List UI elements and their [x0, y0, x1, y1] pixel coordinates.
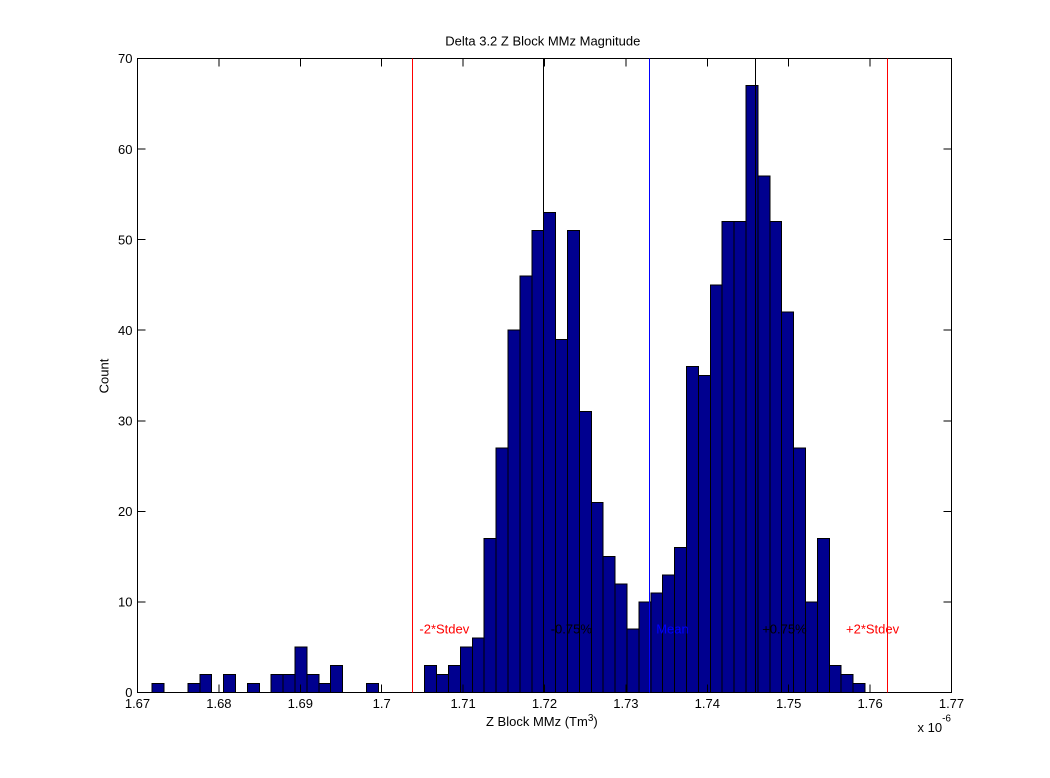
svg-text:40: 40: [118, 323, 132, 338]
svg-text:60: 60: [118, 142, 132, 157]
svg-text:-0.75%: -0.75%: [551, 621, 593, 636]
svg-text:1.71: 1.71: [450, 696, 475, 711]
svg-text:Z Block MMz (Tm3): Z Block MMz (Tm3): [486, 713, 598, 729]
svg-text:Count: Count: [97, 358, 112, 393]
svg-text:10: 10: [118, 595, 132, 610]
svg-text:1.7: 1.7: [373, 696, 391, 711]
svg-text:1.73: 1.73: [613, 696, 638, 711]
svg-text:1.67: 1.67: [125, 696, 150, 711]
svg-text:+2*Stdev: +2*Stdev: [846, 621, 900, 636]
svg-text:70: 70: [118, 51, 132, 66]
svg-text:Delta 3.2 Z Block MMz Magnitud: Delta 3.2 Z Block MMz Magnitude: [445, 33, 640, 48]
svg-text:1.75: 1.75: [776, 696, 801, 711]
svg-text:1.74: 1.74: [695, 696, 720, 711]
svg-text:1.68: 1.68: [206, 696, 231, 711]
svg-text:1.69: 1.69: [288, 696, 313, 711]
svg-text:Mean: Mean: [656, 621, 689, 636]
svg-text:50: 50: [118, 232, 132, 247]
svg-text:1.72: 1.72: [532, 696, 557, 711]
svg-text:30: 30: [118, 413, 132, 428]
svg-text:0: 0: [125, 685, 132, 700]
svg-text:1.76: 1.76: [857, 696, 882, 711]
svg-text:+0.75%: +0.75%: [762, 621, 807, 636]
svg-text:20: 20: [118, 504, 132, 519]
svg-text:1.77: 1.77: [939, 696, 964, 711]
svg-text:-2*Stdev: -2*Stdev: [419, 621, 469, 636]
